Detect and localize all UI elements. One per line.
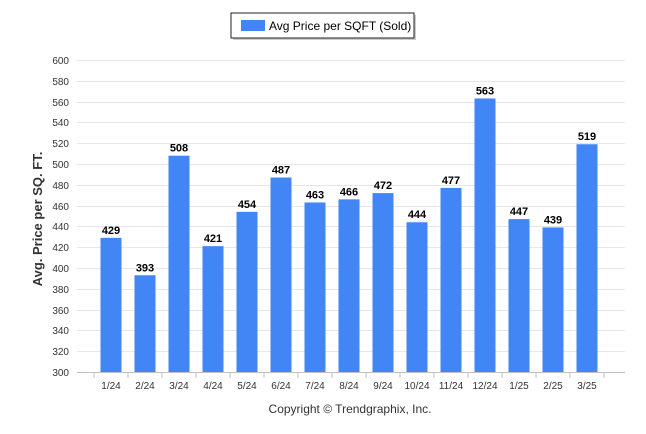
y-tick-label-580: 580 — [52, 77, 69, 88]
data-label-10/24: 444 — [408, 209, 427, 221]
copyright-credit: Copyright © Trendgraphix, Inc. — [269, 402, 432, 416]
y-tick-label-380: 380 — [52, 285, 69, 296]
y-tick-label-420: 420 — [52, 243, 69, 254]
data-label-5/24: 454 — [238, 199, 257, 211]
bar-3/24 — [168, 155, 190, 372]
x-tick-label-4/24: 4/24 — [203, 381, 223, 392]
bar-7/24 — [304, 202, 326, 372]
x-tick-label-8/24: 8/24 — [339, 381, 359, 392]
bar-2/24 — [134, 275, 156, 372]
x-tick-label-2/24: 2/24 — [135, 381, 155, 392]
y-tick-label-340: 340 — [52, 326, 69, 337]
data-label-6/24: 487 — [272, 165, 290, 177]
data-label-12/24: 563 — [476, 85, 494, 97]
y-tick-label-360: 360 — [52, 306, 69, 317]
bar-3/25 — [576, 144, 598, 372]
bar-11/24 — [440, 187, 462, 372]
bar-5/24 — [236, 211, 258, 372]
data-label-1/25: 447 — [510, 206, 528, 218]
y-tick-label-520: 520 — [52, 139, 69, 150]
x-tick-label-7/24: 7/24 — [305, 381, 325, 392]
y-tick-label-320: 320 — [52, 347, 69, 358]
x-axis-ticks: 1/24 2/24 3/24 4/24 5/24 6/24 7/24 8/24 9/24 10/2… — [93, 372, 605, 392]
bar-1/24 — [100, 237, 122, 372]
bar-1/25 — [508, 219, 530, 372]
x-tick-label-3/24: 3/24 — [169, 381, 189, 392]
y-tick-label-460: 460 — [52, 202, 69, 213]
bars — [100, 98, 598, 372]
legend-label: Avg Price per SQFT (Sold) — [269, 19, 411, 33]
x-tick-label-5/24: 5/24 — [237, 381, 257, 392]
y-tick-label-540: 540 — [52, 118, 69, 129]
data-label-2/25: 439 — [544, 214, 562, 226]
y-tick-label-400: 400 — [52, 264, 69, 275]
data-label-3/24: 508 — [170, 143, 188, 155]
data-label-3/25: 519 — [578, 131, 596, 143]
y-tick-label-560: 560 — [52, 98, 69, 109]
bar-8/24 — [338, 199, 360, 372]
bar-12/24 — [474, 98, 496, 372]
x-tick-label-3/25: 3/25 — [577, 381, 597, 392]
y-tick-label-300: 300 — [52, 368, 69, 379]
x-tick-label-12/24: 12/24 — [472, 381, 497, 392]
data-label-7/24: 463 — [306, 189, 324, 201]
data-label-2/24: 393 — [136, 262, 154, 274]
x-tick-label-9/24: 9/24 — [373, 381, 393, 392]
legend: Avg Price per SQFT (Sold) — [230, 12, 416, 40]
data-labels: 429 393 508 421 454 487 463 466 472 444 477 563 447 4… — [102, 85, 596, 274]
y-tick-label-500: 500 — [52, 160, 69, 171]
y-tick-label-600: 600 — [52, 56, 69, 67]
bar-10/24 — [406, 222, 428, 372]
x-tick-label-10/24: 10/24 — [404, 381, 429, 392]
x-tick-label-2/25: 2/25 — [543, 381, 563, 392]
bar-4/24 — [202, 246, 224, 372]
data-label-4/24: 421 — [204, 233, 222, 245]
y-axis-title: Avg. Price per SQ. FT. — [30, 152, 45, 287]
bar-9/24 — [372, 193, 394, 372]
data-label-11/24: 477 — [442, 175, 460, 187]
data-label-1/24: 429 — [102, 225, 120, 237]
y-tick-label-480: 480 — [52, 181, 69, 192]
data-label-9/24: 472 — [374, 180, 392, 192]
x-tick-label-1/24: 1/24 — [101, 381, 121, 392]
bar-6/24 — [270, 177, 292, 372]
y-axis-ticks: 300 320 340 360 380 400 420 440 460 480 500 520 540 5… — [52, 56, 69, 379]
data-label-8/24: 466 — [340, 186, 358, 198]
legend-swatch — [241, 20, 265, 31]
x-tick-label-1/25: 1/25 — [509, 381, 529, 392]
x-tick-label-6/24: 6/24 — [271, 381, 291, 392]
bar-2/25 — [542, 227, 564, 372]
x-tick-label-11/24: 11/24 — [439, 381, 464, 392]
y-tick-label-440: 440 — [52, 222, 69, 233]
